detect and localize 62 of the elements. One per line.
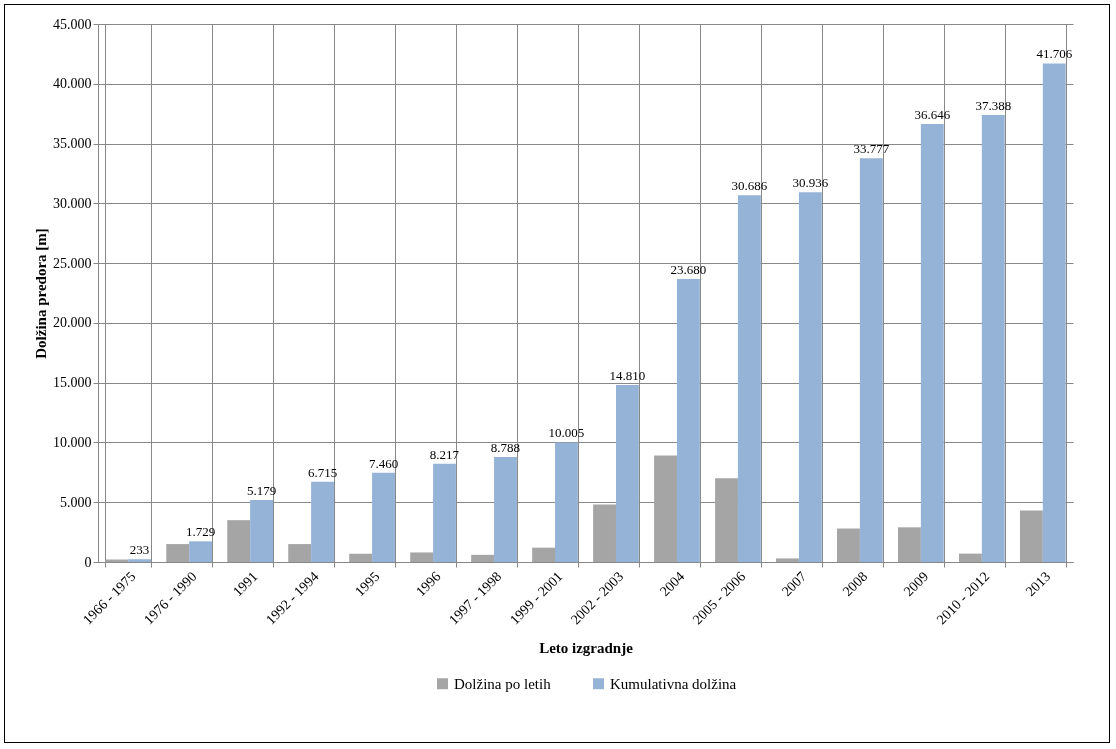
y-axis-title: Dolžina predora [m] — [33, 228, 49, 359]
legend-label: Dolžina po letih — [454, 675, 552, 692]
bar — [837, 528, 860, 562]
bar — [189, 541, 213, 562]
bar — [776, 558, 799, 562]
y-tick-label: 5.000 — [60, 494, 92, 510]
y-tick-label: 35.000 — [53, 136, 92, 152]
data-label: 1.729 — [185, 524, 216, 540]
y-tick-label: 10.000 — [53, 434, 92, 450]
bar — [958, 553, 982, 562]
bar — [494, 456, 517, 562]
bar — [593, 504, 616, 562]
bar — [250, 500, 273, 562]
y-tick-label: 30.000 — [53, 195, 92, 211]
bar — [471, 554, 495, 562]
bar — [615, 384, 639, 562]
bar — [981, 115, 1005, 562]
bar — [166, 544, 190, 562]
data-label: 8.788 — [490, 439, 521, 455]
y-tick-label: 15.000 — [53, 375, 92, 391]
legend-label: Kumulativna dolžina — [610, 675, 737, 692]
bar — [532, 547, 556, 562]
y-tick-label: 40.000 — [53, 76, 92, 92]
data-label: 23.680 — [670, 261, 707, 277]
bar — [798, 192, 822, 562]
data-label: 6.715 — [307, 464, 338, 480]
bar — [737, 195, 761, 562]
bar — [433, 463, 456, 562]
bar — [859, 158, 883, 562]
bar — [311, 481, 334, 562]
data-label: 37.388 — [975, 98, 1012, 114]
x-tick-label: 1991 — [230, 568, 261, 600]
data-label: 14.810 — [609, 367, 646, 383]
data-label: 36.646 — [914, 106, 951, 122]
data-label: 33.777 — [853, 141, 890, 157]
y-tick-label: 25.000 — [53, 255, 92, 271]
bar — [1042, 63, 1066, 562]
bar — [349, 553, 373, 562]
bar — [288, 544, 312, 562]
bar — [372, 472, 395, 562]
y-tick-label: 20.000 — [53, 315, 92, 331]
x-axis-title: Leto izgradnje — [539, 640, 634, 657]
bar — [920, 123, 944, 562]
bar — [715, 478, 738, 562]
bar — [555, 442, 578, 562]
data-label: 30.936 — [792, 175, 829, 191]
bar — [676, 278, 700, 562]
data-label: 7.460 — [368, 455, 399, 471]
bar — [898, 527, 921, 562]
y-tick-label: 0 — [84, 554, 92, 570]
bar — [654, 455, 677, 562]
data-label: 30.686 — [731, 178, 768, 194]
data-label: 41.706 — [1036, 46, 1073, 62]
data-label: 233 — [129, 542, 150, 558]
data-label: 8.217 — [429, 446, 460, 462]
bar — [1019, 510, 1043, 562]
bar — [128, 559, 152, 562]
bar — [227, 520, 251, 562]
y-tick-label: 45.000 — [53, 16, 92, 32]
bar — [410, 552, 434, 562]
data-label: 5.179 — [246, 483, 277, 499]
data-label: 10.005 — [548, 425, 585, 441]
